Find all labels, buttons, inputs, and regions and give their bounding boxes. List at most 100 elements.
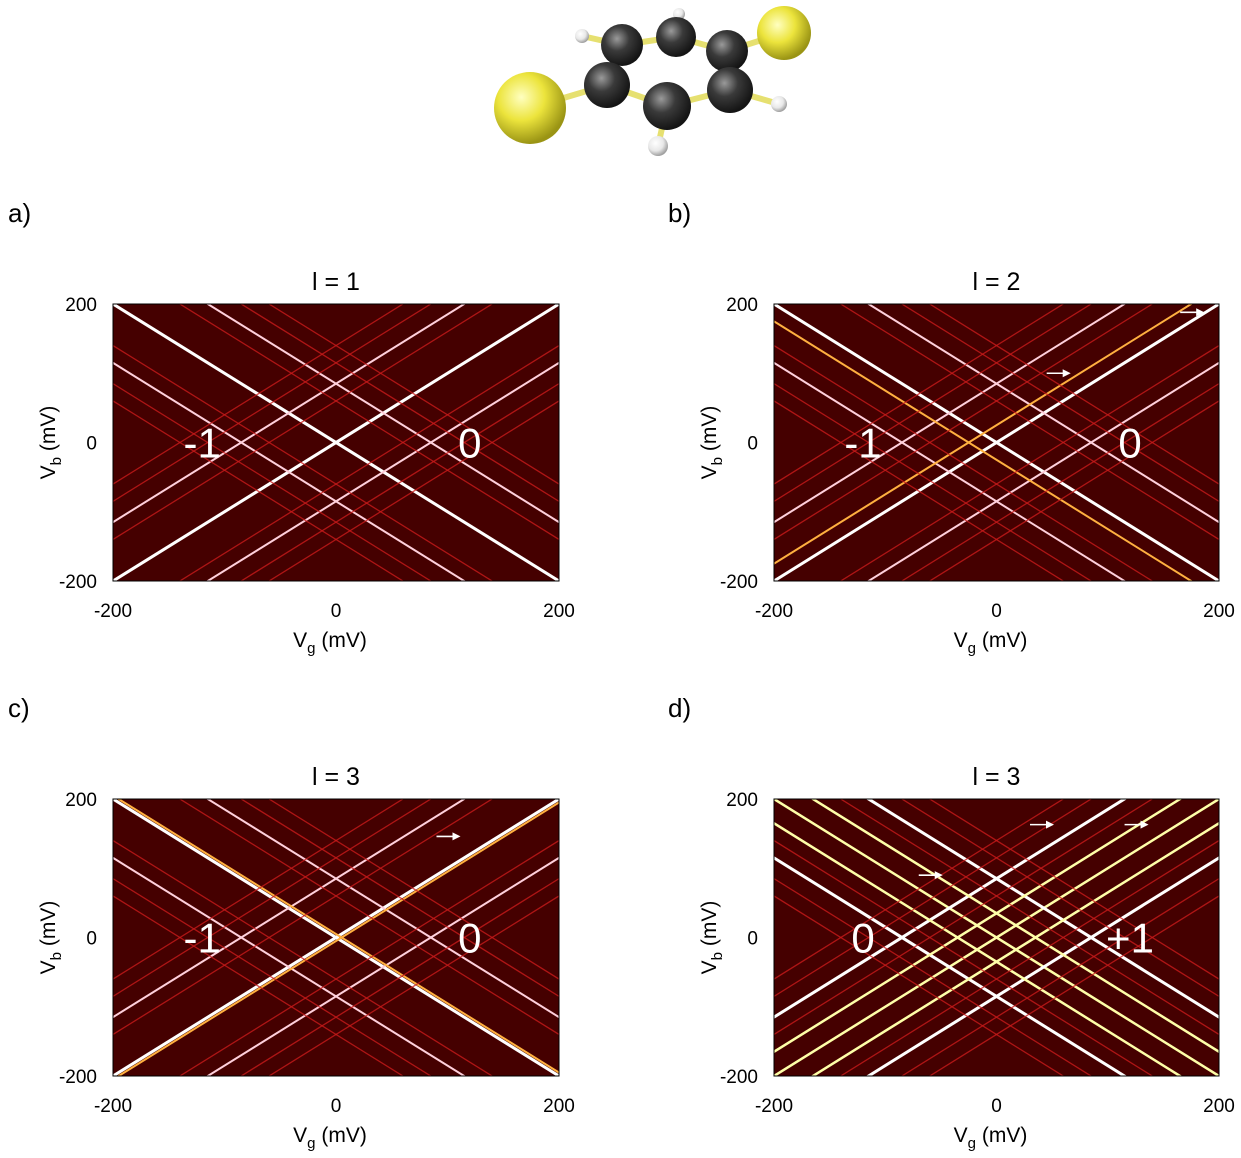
x-tick-label: -200	[94, 1096, 132, 1117]
y-tick-label: -200	[720, 1067, 758, 1088]
y-axis-label: Vb (mV)	[698, 406, 726, 480]
transition-line	[900, 877, 1219, 1076]
charge-state-label: +1	[1106, 915, 1154, 962]
transition-line	[239, 304, 559, 503]
transition-line	[113, 799, 559, 1076]
x-tick-label: 0	[991, 1096, 1002, 1117]
transition-line	[774, 799, 1219, 1076]
transition-line	[178, 344, 559, 581]
x-tick-label: 200	[1203, 601, 1235, 622]
transition-line	[900, 304, 1219, 503]
y-tick-label: 200	[65, 295, 97, 316]
plot-frame	[773, 798, 1220, 1077]
panel-4: d) l = 3 0 +1 200 0 -200 -200 0 200 Vg (mV) Vb (mV)	[668, 693, 1235, 1152]
x-tick-label: -200	[755, 1096, 793, 1117]
panel-2: b) l = 2 -1 0 200 0 -200 -200 0 200 Vg (mV) Vb (mV)	[668, 198, 1235, 657]
transition-line	[116, 799, 559, 1074]
panel-label: d)	[668, 693, 691, 723]
charge-state-label: 0	[458, 915, 481, 962]
transition-line	[900, 799, 1219, 998]
panel-title: l = 3	[312, 763, 360, 791]
transition-line	[928, 304, 1219, 485]
arrow-icon	[1046, 369, 1071, 378]
x-tick-label: 0	[331, 601, 342, 622]
panel-label: b)	[668, 198, 691, 228]
y-axis-label: Vb (mV)	[37, 901, 65, 975]
arrow-icon	[1180, 308, 1205, 317]
transition-line	[178, 799, 559, 1036]
transition-line	[178, 304, 559, 541]
transition-line	[810, 799, 1219, 1054]
plot-frame	[112, 303, 560, 582]
panel-title: l = 1	[312, 268, 360, 296]
x-tick-label: -200	[94, 601, 132, 622]
x-axis-label: Vg (mV)	[293, 1124, 367, 1152]
panel-1: a) l = 1 -1 0 200 0 -200 -200 0 200 Vg (mV) Vb (mV)	[8, 198, 575, 657]
arrow-icon	[436, 832, 461, 841]
panel-label: c)	[8, 693, 30, 723]
transition-line	[267, 304, 559, 485]
transition-lines	[113, 304, 559, 581]
transition-line	[866, 361, 1219, 581]
charge-state-label: 0	[458, 420, 481, 467]
transition-line	[928, 400, 1219, 581]
charge-state-label: -1	[184, 420, 221, 467]
transition-line	[205, 799, 559, 1019]
transition-line	[205, 304, 559, 524]
transition-line	[839, 839, 1219, 1076]
transition-line	[267, 895, 559, 1076]
y-tick-label: 0	[747, 929, 758, 950]
transition-line	[865, 856, 1219, 1076]
transition-line	[774, 320, 1194, 581]
x-tick-label: -200	[755, 601, 793, 622]
x-axis-label: Vg (mV)	[954, 1124, 1028, 1152]
panel-3: c) l = 3 -1 0 200 0 -200 -200 0 200 Vg (mV) Vb (mV)	[8, 693, 575, 1152]
transition-line	[810, 821, 1219, 1076]
y-tick-label: 200	[726, 295, 758, 316]
arrow-icon	[918, 871, 943, 880]
transition-line	[239, 382, 559, 581]
panel-title: l = 2	[973, 268, 1021, 296]
y-tick-label: 200	[726, 790, 758, 811]
transition-line	[900, 382, 1219, 581]
charge-state-label: -1	[184, 915, 221, 962]
transition-lines	[774, 304, 1219, 581]
transition-line	[113, 304, 559, 581]
transition-line	[178, 839, 559, 1076]
panel-title: l = 3	[973, 763, 1021, 791]
transition-line	[239, 799, 559, 998]
x-tick-label: 0	[991, 601, 1002, 622]
plot-frame	[112, 798, 560, 1077]
transition-line	[774, 304, 1194, 565]
x-tick-label: 0	[331, 1096, 342, 1117]
transition-line	[205, 361, 559, 581]
transition-lines	[113, 799, 559, 1076]
benzene-dithiol-molecule-icon	[494, 6, 811, 156]
plot-frame	[773, 303, 1220, 582]
x-tick-label: 200	[1203, 1096, 1235, 1117]
transition-line	[928, 895, 1219, 1076]
y-axis-label: Vb (mV)	[37, 406, 65, 480]
y-tick-label: 0	[86, 929, 97, 950]
x-tick-label: 200	[543, 1096, 575, 1117]
y-tick-label: -200	[720, 572, 758, 593]
panel-label: a)	[8, 198, 31, 228]
transition-line	[205, 856, 559, 1076]
y-tick-label: -200	[59, 1067, 97, 1088]
charge-state-label: 0	[851, 915, 874, 962]
transition-line	[839, 344, 1219, 581]
transition-line	[839, 304, 1219, 541]
transition-line	[866, 304, 1219, 524]
charge-state-label: -1	[844, 420, 881, 467]
transition-line	[239, 877, 559, 1076]
arrow-icon	[1124, 820, 1149, 829]
transition-lines	[774, 799, 1219, 1076]
transition-line	[839, 799, 1219, 1036]
y-axis-label: Vb (mV)	[698, 901, 726, 975]
transition-line	[267, 799, 559, 980]
transition-line	[774, 304, 1219, 581]
arrow-icon	[1030, 820, 1054, 829]
x-axis-label: Vg (mV)	[293, 629, 367, 657]
transition-line	[865, 799, 1219, 1019]
